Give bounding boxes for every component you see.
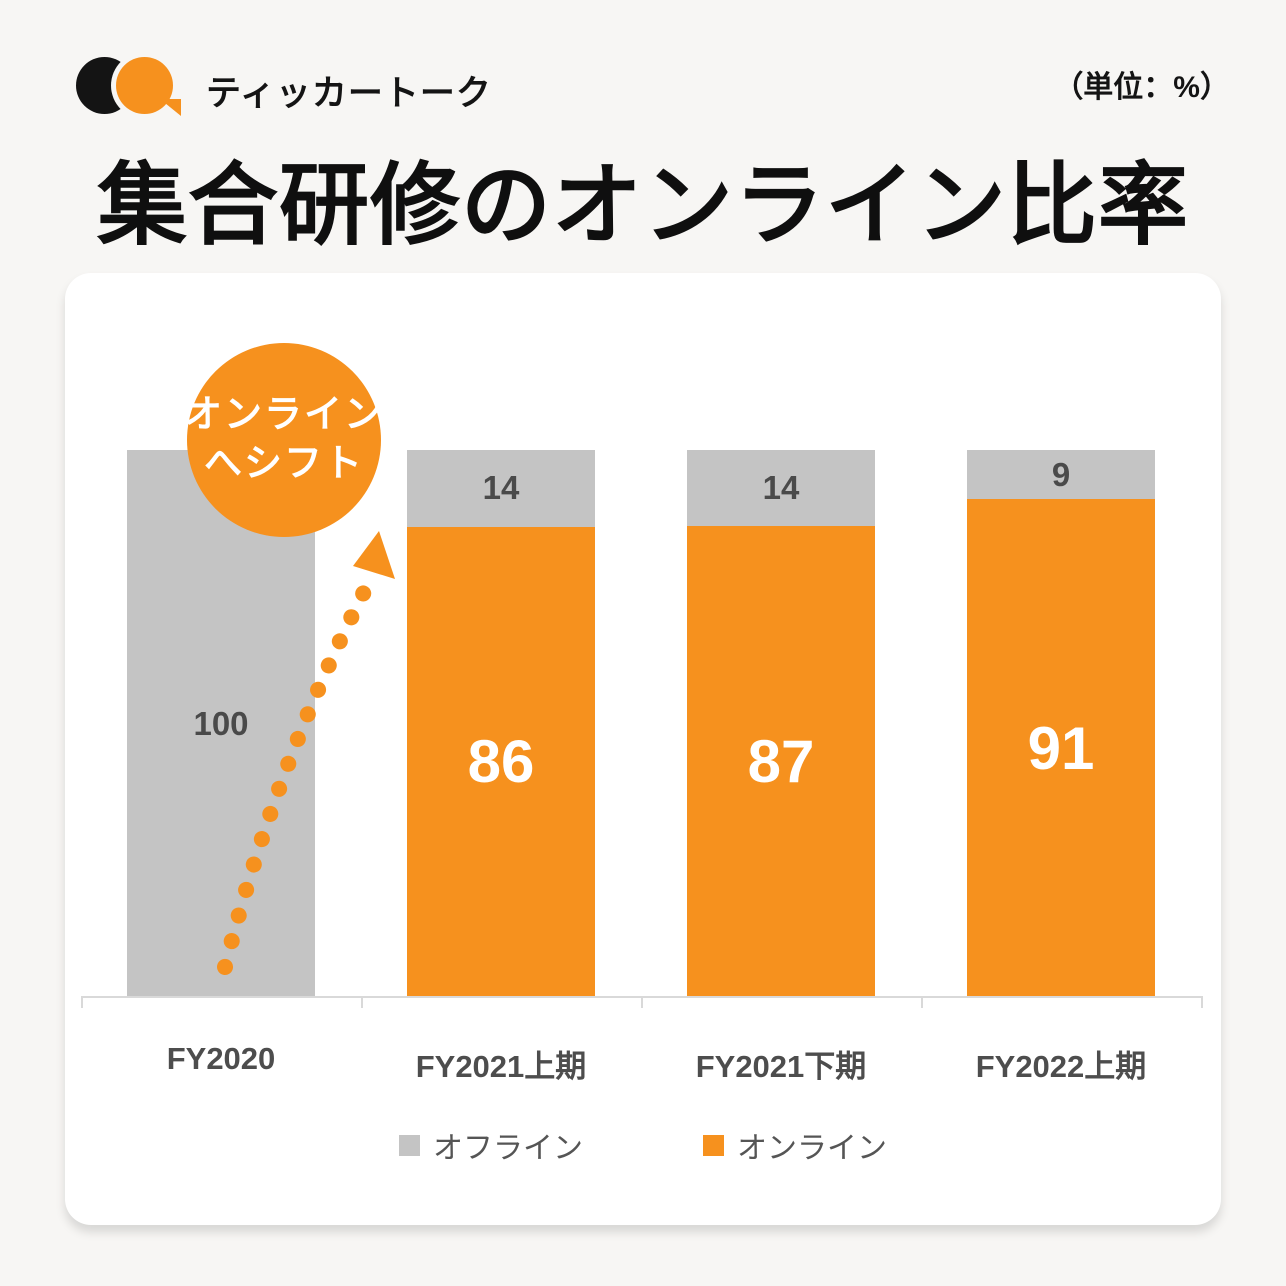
page-title: 集合研修のオンライン比率 bbox=[97, 156, 1189, 256]
x-axis-label: FY2022上期 bbox=[975, 1049, 1147, 1084]
plot-area: 100 14 86 14 87 9 91 bbox=[81, 450, 1201, 997]
x-axis-label: FY2020 bbox=[166, 1041, 276, 1076]
bar-FY2022上期: 9 91 bbox=[967, 450, 1155, 997]
bar-slot: 14 87 bbox=[641, 450, 921, 997]
bar-segment-オフライン: 14 bbox=[407, 450, 595, 527]
axis-tick bbox=[1201, 996, 1203, 1008]
x-axis-label: FY2021上期 bbox=[415, 1049, 587, 1084]
axis-tick bbox=[81, 996, 83, 1008]
segment-value: 86 bbox=[467, 728, 535, 796]
callout-text-line2: へシフト bbox=[203, 443, 364, 485]
segment-value: 9 bbox=[1051, 455, 1071, 493]
bar-segment-オンライン: 87 bbox=[687, 525, 875, 997]
bar-segment-オフライン: 9 bbox=[967, 450, 1155, 500]
legend: オフライン オンライン bbox=[65, 1125, 1221, 1165]
legend-swatch bbox=[399, 1134, 420, 1156]
logo-text: ティッカートーク bbox=[206, 74, 492, 113]
bar-FY2021上期: 14 86 bbox=[407, 450, 595, 997]
unit-label: （単位：%） bbox=[1053, 71, 1230, 104]
callout-circle: オンライン へシフト bbox=[184, 343, 385, 537]
axis-tick bbox=[641, 996, 643, 1008]
axis-tick bbox=[921, 996, 923, 1008]
segment-value: 14 bbox=[762, 468, 800, 506]
chart-card: 100 14 86 14 87 9 91 FY2020 FY2021上期 FY2021下期 FY2… bbox=[65, 273, 1221, 1225]
callout-text-line1: オンライン bbox=[184, 394, 385, 437]
bar-slot: 14 86 bbox=[361, 450, 641, 997]
bar-slot: 100 bbox=[81, 450, 361, 997]
segment-value: 100 bbox=[193, 704, 249, 742]
bar-segment-オフライン: 14 bbox=[687, 450, 875, 526]
legend-label: オフライン bbox=[433, 1132, 583, 1165]
logo-mark bbox=[76, 55, 196, 117]
x-axis-labels: FY2020 FY2021上期 FY2021下期 FY2022上期 bbox=[81, 1041, 1201, 1086]
speech-bubble-orange-icon bbox=[116, 57, 173, 114]
legend-item-オンライン: オンライン bbox=[703, 1123, 887, 1167]
x-axis-line bbox=[81, 996, 1203, 1008]
x-axis-label: FY2021下期 bbox=[695, 1049, 867, 1084]
axis-tick bbox=[361, 996, 363, 1008]
bar-FY2021下期: 14 87 bbox=[687, 450, 875, 997]
segment-value: 87 bbox=[747, 727, 815, 795]
logo: ティッカートーク bbox=[76, 55, 496, 117]
segment-value: 91 bbox=[1027, 714, 1095, 782]
bar-segment-オンライン: 91 bbox=[967, 499, 1155, 997]
segment-value: 14 bbox=[482, 469, 520, 507]
legend-swatch bbox=[703, 1134, 724, 1156]
bar-slot: 9 91 bbox=[921, 450, 1201, 997]
bar-segment-オンライン: 86 bbox=[407, 526, 595, 997]
legend-item-オフライン: オフライン bbox=[399, 1123, 583, 1167]
legend-label: オンライン bbox=[737, 1132, 887, 1165]
